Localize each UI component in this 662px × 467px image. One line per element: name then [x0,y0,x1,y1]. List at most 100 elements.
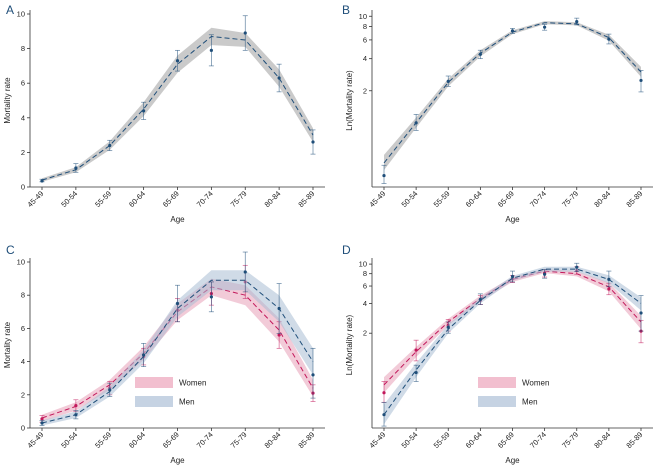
fitted-line-all [383,22,642,164]
fitted-line-women [41,286,314,419]
legend-swatch-men [478,396,516,407]
legend-label-women: Women [522,379,549,388]
x-tick-label: 55-59 [432,430,452,450]
panel-d: D 2 4 6 810 45-49 50-54 55-59 60-64 65-69 70-74 75-… [342,243,653,465]
y-tick-label: 2 [21,390,25,399]
x-axis-label: Age [505,456,520,465]
x-tick-label: 55-59 [93,430,113,450]
data-point [607,277,611,282]
x-tick-label: 75-79 [560,430,580,450]
legend-label-women: Women [179,379,206,388]
data-point [74,403,78,408]
data-point [478,52,482,56]
x-axis-label: Age [170,456,185,465]
data-point [74,166,78,170]
legend-swatch-women [478,377,516,388]
y-tick-label: 8 [363,269,367,278]
fitted-line-men [383,268,642,415]
x-tick-label: 65-69 [496,430,516,450]
x-tick-label: 60-64 [127,189,147,209]
x-tick-label: 45-49 [367,189,387,209]
data-point [142,353,146,357]
data-point [243,270,247,274]
x-tick-label: 60-64 [464,189,484,209]
confidence-band-women [384,269,641,393]
data-point [142,109,146,113]
y-axis-label: Mortality rate [3,321,12,368]
data-point [382,413,386,417]
x-tick-label: 55-59 [93,189,113,209]
x-tick-label: 80-84 [263,430,283,450]
panel-letter: B [342,3,350,17]
y-tick-label: 8 [21,44,25,53]
data-point [40,179,44,183]
data-point [607,287,611,291]
x-tick-label: 50-54 [59,430,79,450]
data-point [108,143,112,148]
y-tick-label: 10 [359,12,367,21]
x-tick-label: 70-74 [195,430,215,450]
x-tick-label: 80-84 [592,189,612,209]
x-tick-label: 80-84 [263,189,283,209]
y-tick-label: 4 [363,54,367,63]
x-tick-label: 65-69 [496,189,516,209]
data-point [414,121,418,125]
data-point [277,333,281,337]
x-axis-label: Age [505,215,520,224]
confidence-band-all [384,21,641,171]
x-tick-label: 85-89 [624,430,644,450]
y-tick-label: 4 [21,113,25,122]
data-point [40,421,44,425]
data-point [446,79,450,83]
data-point [382,391,386,395]
panel-letter: C [6,243,15,257]
fitted-line-women [383,270,642,386]
x-tick-label: 80-84 [592,430,612,450]
panel-b: B 2 4 6 810 45-49 50-54 55-59 60-64 65-69 70-74 75-… [342,3,653,224]
data-point [382,173,386,178]
x-tick-label: 45-49 [367,430,387,450]
series-men [39,251,316,426]
panel-letter: A [6,3,14,17]
x-tick-label: 45-49 [25,189,45,209]
panel-c: C 0 2 4 6 8 10 45-49 50-54 55-59 60-64 65-69 70-74 75… [3,243,325,465]
data-point [639,311,643,315]
data-point [446,325,450,329]
x-tick-label: 75-79 [229,189,249,209]
data-point [414,370,418,375]
x-tick-label: 55-59 [432,189,452,209]
y-tick-label: 10 [17,258,25,267]
data-point [175,301,180,306]
x-tick-label: 75-79 [229,430,249,450]
x-tick-label: 85-89 [296,430,316,450]
data-point [108,388,112,392]
x-tick-label: 85-89 [296,189,316,209]
data-point [607,37,611,41]
data-point [478,297,482,301]
legend-swatch-men [135,396,173,407]
fitted-line-men [41,279,314,424]
y-tick-label: 0 [21,183,25,192]
y-tick-label: 0 [21,424,25,433]
y-tick-label: 4 [363,299,367,308]
x-tick-label: 50-54 [400,189,420,209]
panel-letter: D [342,243,351,257]
legend: Women Men [135,377,206,407]
data-point [543,272,547,276]
y-tick-label: 2 [21,148,25,157]
data-point [175,59,180,63]
y-tick-label: 8 [363,22,367,31]
y-tick-label: 10 [17,10,25,19]
y-tick-label: 6 [21,79,25,88]
legend-label-men: Men [179,398,195,407]
y-tick-label: 6 [21,324,25,333]
data-point [277,76,281,80]
panel-a: A 0 2 4 6 8 10 45-49 50-54 55-59 60-64 65-69 70-74 75… [3,3,325,224]
data-point [311,140,315,144]
x-tick-label: 75-79 [560,189,580,209]
y-tick-label: 6 [363,282,367,291]
x-tick-label: 65-69 [161,189,181,209]
x-tick-label: 70-74 [528,430,548,450]
y-tick-label: 2 [363,329,367,338]
